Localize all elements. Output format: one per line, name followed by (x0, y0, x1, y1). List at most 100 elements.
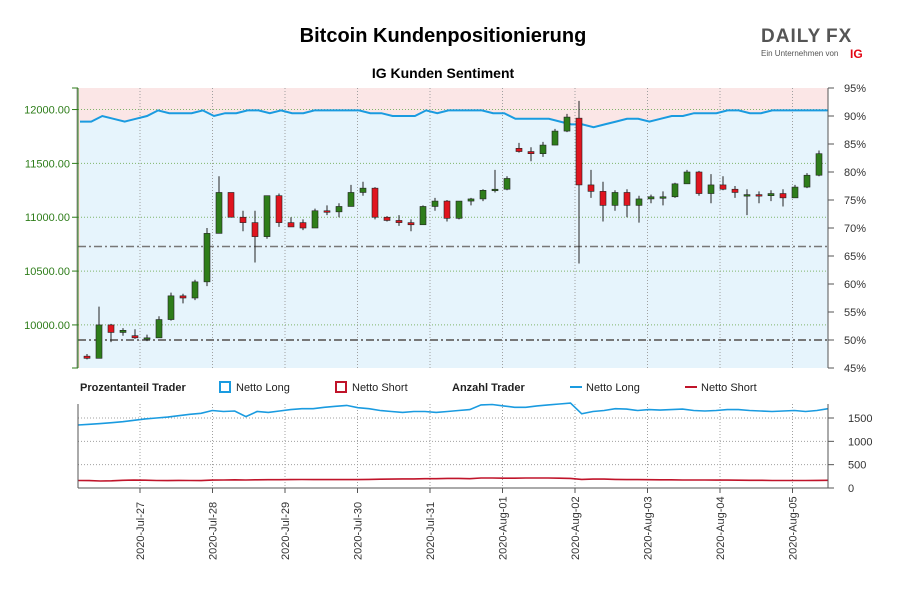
price-tick-label: 11000.00 (25, 212, 70, 224)
date-tick-label: 2020-Jul-29 (280, 502, 292, 560)
pct-tick-label: 60% (844, 279, 866, 291)
logo-text-right: FX (826, 26, 852, 47)
candle-body (479, 190, 487, 200)
pct-tick-label: 65% (844, 251, 866, 263)
candle-body (575, 117, 583, 186)
pct-tick-label: 85% (844, 139, 866, 151)
candle-body (755, 194, 763, 197)
date-tick-label: 2020-Jul-28 (208, 502, 220, 560)
reference-lines (78, 245, 828, 341)
legend: Prozentanteil Trader Netto Long Netto Sh… (80, 381, 757, 394)
candle-body (791, 186, 799, 199)
chart-subtitle: IG Kunden Sentiment (372, 65, 515, 81)
date-tick-label: 2020-Aug-03 (643, 496, 655, 560)
pct-tick-label: 50% (844, 335, 866, 347)
pct-tick-label: 45% (844, 363, 866, 375)
count-tick-label: 0 (848, 483, 854, 495)
candle-body (731, 188, 739, 193)
legend-pct-long-swatch (219, 381, 231, 393)
candle-body (503, 178, 511, 190)
candle-body (311, 210, 319, 229)
candle-body (251, 222, 259, 237)
candle-body (647, 196, 655, 200)
count-axis: 0 500 1000 1500 (77, 404, 872, 495)
date-tick-label: 2020-Aug-02 (570, 496, 582, 560)
candle-body (491, 188, 499, 192)
date-tick-label: 2020-Jul-27 (135, 502, 147, 560)
date-tick-label: 2020-Jul-31 (425, 502, 437, 560)
candle-body (83, 355, 91, 359)
candle-body (695, 171, 703, 194)
pct-tick-label: 70% (844, 223, 866, 235)
net-short-count-line (77, 477, 829, 482)
logo-ig: IG (850, 47, 863, 61)
candle-body (527, 151, 535, 154)
count-grid (78, 404, 828, 489)
price-tick-label: 10000.00 (24, 320, 70, 332)
candle-body (383, 216, 391, 221)
net-long-zone (80, 110, 828, 369)
candlesticks (83, 100, 823, 360)
candle-body (623, 192, 631, 206)
candle-body (467, 198, 475, 202)
candle-body (767, 193, 775, 196)
candle-body (215, 192, 223, 234)
date-tick-label: 2020-Jul-30 (353, 502, 365, 560)
candle-body (143, 337, 151, 340)
candle-body (203, 233, 211, 283)
candle-body (779, 193, 787, 199)
candle-body (179, 295, 187, 299)
candle-body (455, 200, 463, 219)
price-tick-label: 12000.00 (24, 105, 70, 117)
candle-body (815, 153, 823, 176)
candle-body (191, 281, 199, 299)
net-long-pct-line (80, 109, 828, 129)
candle-body (803, 174, 811, 188)
logo-tagline: Ein Unternehmen von (761, 49, 838, 58)
net-long-count-line (77, 402, 829, 426)
legend-pct-header: Prozentanteil Trader (80, 382, 186, 394)
legend-count-short: Netto Short (701, 382, 757, 394)
candle-body (347, 192, 355, 207)
count-tick-label: 1500 (848, 413, 872, 425)
candle-body (359, 187, 367, 193)
date-tick-label: 2020-Aug-05 (788, 496, 800, 560)
candle-body (563, 116, 571, 132)
candle-body (395, 220, 403, 223)
price-axis: 10000.00 10500.00 11000.00 11500.00 12000.00 (24, 87, 79, 369)
pct-tick-label: 95% (844, 83, 866, 95)
legend-pct-short: Netto Short (352, 382, 408, 394)
candle-body (155, 319, 163, 339)
candle-body (299, 222, 307, 229)
pct-tick-label: 80% (844, 167, 866, 179)
candle-body (227, 192, 235, 218)
candle-body (719, 184, 727, 190)
candle-body (323, 210, 331, 213)
candle-body (131, 335, 139, 339)
logo-text-left: DAILY (761, 26, 821, 47)
candle-body (275, 195, 283, 223)
pct-axis: 45% 50% 55% 60% 65% 70% 75% 80% 85% 90% 95% (827, 83, 866, 375)
candle-body (287, 222, 295, 228)
candle-body (539, 144, 547, 154)
candle-body (515, 148, 523, 152)
candle-body (263, 195, 271, 237)
price-tick-label: 10500.00 (24, 266, 70, 278)
candle-body (587, 184, 595, 192)
dailyfx-logo: DAILY FX Ein Unternehmen von IG (761, 26, 863, 61)
candle-body (167, 295, 175, 320)
candle-body (683, 171, 691, 185)
candle-body (95, 324, 103, 359)
pct-tick-label: 75% (844, 195, 866, 207)
pct-tick-label: 90% (844, 111, 866, 123)
candle-body (419, 206, 427, 226)
legend-count-header: Anzahl Trader (452, 382, 525, 394)
count-tick-label: 500 (848, 460, 866, 472)
candle-body (443, 200, 451, 219)
candle-body (371, 187, 379, 218)
price-tick-label: 11500.00 (25, 158, 70, 170)
candle-body (599, 191, 607, 206)
candle-body (671, 183, 679, 198)
date-tick-label: 2020-Aug-01 (498, 496, 510, 560)
